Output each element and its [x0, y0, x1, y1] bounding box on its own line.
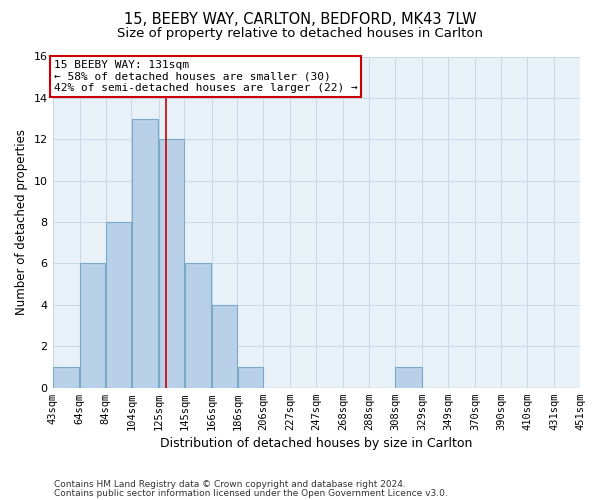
Text: Contains HM Land Registry data © Crown copyright and database right 2024.: Contains HM Land Registry data © Crown c… [54, 480, 406, 489]
Y-axis label: Number of detached properties: Number of detached properties [15, 129, 28, 315]
Bar [159, 140, 184, 388]
Text: 15, BEEBY WAY, CARLTON, BEDFORD, MK43 7LW: 15, BEEBY WAY, CARLTON, BEDFORD, MK43 7L… [124, 12, 476, 28]
Bar [238, 367, 263, 388]
Bar [132, 118, 158, 388]
Text: Contains public sector information licensed under the Open Government Licence v3: Contains public sector information licen… [54, 488, 448, 498]
Bar [80, 264, 105, 388]
Bar [106, 222, 131, 388]
Bar [185, 264, 211, 388]
Text: Size of property relative to detached houses in Carlton: Size of property relative to detached ho… [117, 28, 483, 40]
Bar [395, 367, 422, 388]
Text: 15 BEEBY WAY: 131sqm
← 58% of detached houses are smaller (30)
42% of semi-detac: 15 BEEBY WAY: 131sqm ← 58% of detached h… [54, 60, 358, 93]
Bar [53, 367, 79, 388]
Bar [212, 305, 237, 388]
X-axis label: Distribution of detached houses by size in Carlton: Distribution of detached houses by size … [160, 437, 472, 450]
